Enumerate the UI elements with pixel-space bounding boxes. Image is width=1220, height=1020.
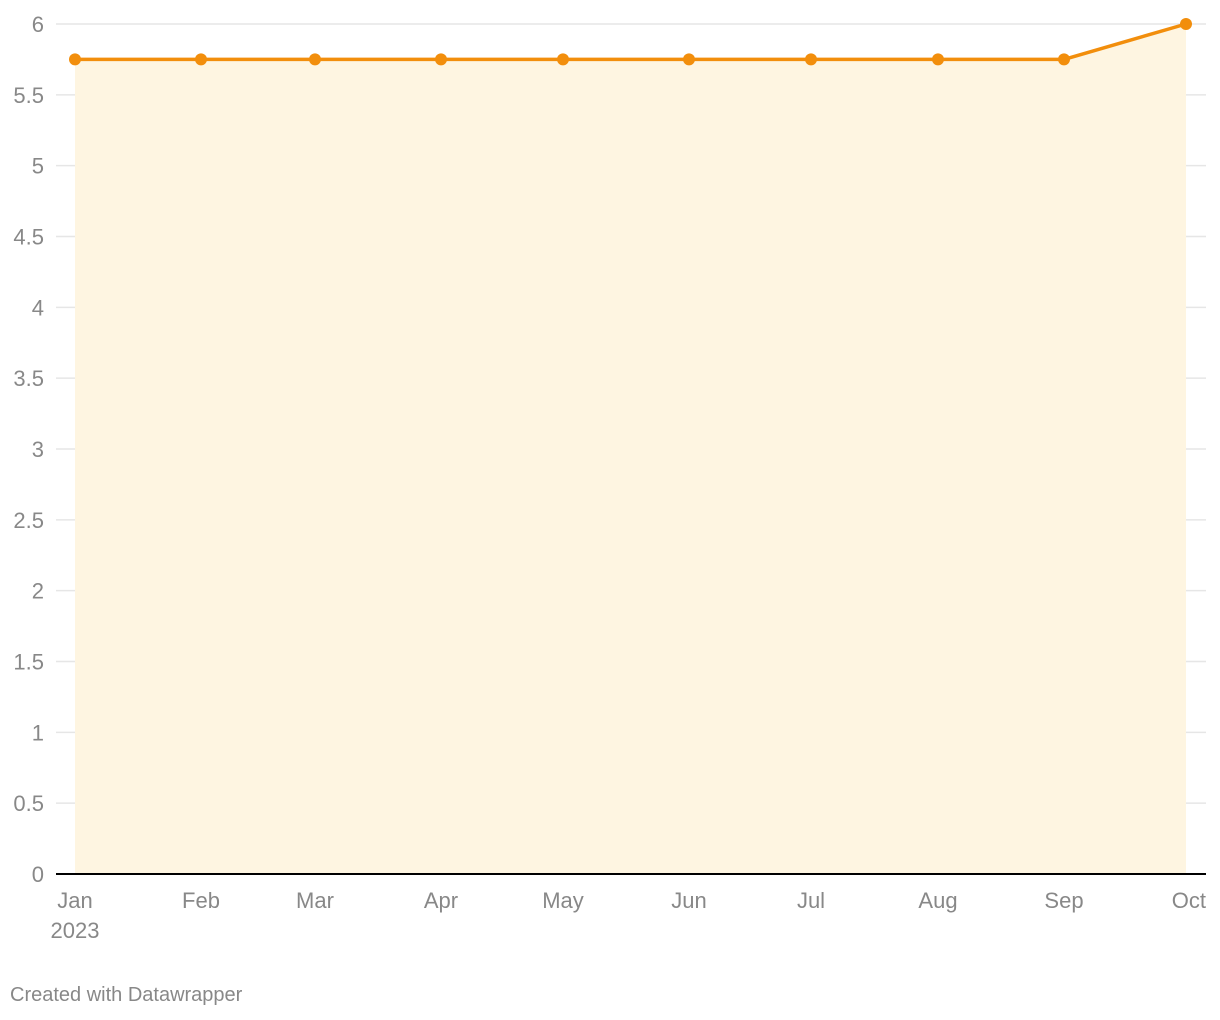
- data-point: [932, 53, 944, 66]
- series-line: [73, 22, 1188, 62]
- x-tick-label: Mar: [296, 888, 334, 913]
- y-tick-label: 0: [32, 862, 44, 887]
- y-tick-label: 4: [32, 295, 44, 320]
- data-point: [805, 53, 817, 66]
- y-tick-label: 6: [32, 12, 44, 37]
- x-tick-label: Apr: [424, 888, 458, 913]
- x-tick-label: Feb: [182, 888, 220, 913]
- y-tick-label: 4.5: [13, 225, 44, 250]
- y-tick-label: 2: [32, 579, 44, 604]
- data-point: [557, 53, 569, 66]
- data-points: [69, 18, 1192, 66]
- x-tick-label: May: [542, 888, 584, 913]
- y-tick-label: 3: [32, 437, 44, 462]
- x-tick-label: Aug: [918, 888, 957, 913]
- area-fill: [75, 24, 1186, 874]
- y-tick-label: 3.5: [13, 366, 44, 391]
- x-tick-label: Sep: [1044, 888, 1083, 913]
- data-point: [195, 53, 207, 66]
- data-point: [683, 53, 695, 66]
- x-tick-label: Jul: [797, 888, 825, 913]
- data-point: [309, 53, 321, 66]
- x-year-label: 2023: [51, 918, 100, 943]
- y-tick-label: 5: [32, 154, 44, 179]
- data-point: [435, 53, 447, 66]
- data-point: [1058, 53, 1070, 66]
- x-axis: Jan Feb Mar Apr May Jun Jul Aug Sep Oct 2023: [51, 873, 1206, 943]
- y-tick-label: 5.5: [13, 83, 44, 108]
- data-point: [69, 53, 81, 66]
- x-tick-label: Oct: [1172, 888, 1206, 913]
- data-point: [1180, 18, 1192, 30]
- y-tick-label: 2.5: [13, 508, 44, 533]
- area-shape: [75, 24, 1186, 874]
- x-tick-label: Jun: [671, 888, 706, 913]
- y-axis: 0 0.5 1 1.5 2 2.5 3 3.5 4 4.5 5 5.5 6: [13, 12, 44, 887]
- y-tick-label: 0.5: [13, 791, 44, 816]
- line-area-chart: 0 0.5 1 1.5 2 2.5 3 3.5 4 4.5 5 5.5 6 Jan Feb Mar Apr Ma…: [13, 12, 1206, 943]
- y-tick-label: 1.5: [13, 650, 44, 675]
- footer-credit: Created with Datawrapper: [10, 984, 243, 1006]
- y-tick-label: 1: [32, 720, 44, 745]
- series-path: [73, 22, 1188, 62]
- x-tick-label: Jan: [57, 888, 92, 913]
